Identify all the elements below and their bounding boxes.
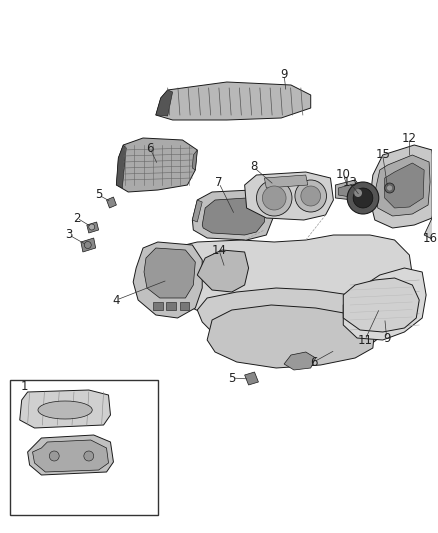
Polygon shape [180,302,189,310]
Polygon shape [28,435,113,475]
Polygon shape [202,198,265,235]
Circle shape [49,451,59,461]
Polygon shape [245,172,333,220]
Text: 6: 6 [146,141,154,155]
Text: 5: 5 [228,372,236,384]
Circle shape [301,186,321,206]
Bar [10,380,158,515]
Polygon shape [197,288,385,352]
Circle shape [354,189,362,197]
Polygon shape [156,90,173,116]
Polygon shape [385,163,424,208]
Polygon shape [265,175,308,188]
Polygon shape [87,222,99,233]
Polygon shape [338,184,358,197]
Text: 8: 8 [250,160,257,174]
Text: 4: 4 [113,294,120,306]
Polygon shape [432,150,438,218]
Text: 14: 14 [212,244,226,256]
Polygon shape [144,248,195,298]
Text: 10: 10 [336,168,351,182]
Polygon shape [81,238,95,252]
Polygon shape [192,200,202,222]
Text: 9: 9 [280,69,288,82]
Polygon shape [166,302,176,310]
Circle shape [89,224,95,230]
Text: 5: 5 [95,189,102,201]
Polygon shape [20,390,110,428]
Text: 6: 6 [310,356,318,368]
Text: 7: 7 [215,176,223,190]
Polygon shape [343,278,419,332]
Polygon shape [197,250,249,292]
Polygon shape [153,302,163,310]
Polygon shape [343,268,426,340]
Text: 3: 3 [65,229,73,241]
Polygon shape [192,190,274,240]
Polygon shape [370,145,436,228]
Polygon shape [117,145,126,188]
Polygon shape [424,215,438,240]
Polygon shape [245,372,258,385]
Circle shape [257,180,292,216]
Polygon shape [207,305,375,368]
Polygon shape [117,138,197,192]
Polygon shape [32,440,109,472]
Circle shape [262,186,286,210]
Ellipse shape [38,401,92,419]
Text: 2: 2 [73,212,81,224]
Text: 9: 9 [383,332,390,344]
Polygon shape [160,235,412,330]
Text: 1: 1 [21,381,28,393]
Circle shape [85,241,91,248]
Polygon shape [133,242,202,318]
Circle shape [385,183,395,193]
Text: 12: 12 [402,132,417,144]
Polygon shape [156,82,311,120]
Polygon shape [106,197,117,208]
Polygon shape [336,180,363,200]
Polygon shape [192,150,197,170]
Circle shape [84,451,94,461]
Text: 13: 13 [343,176,357,190]
Circle shape [347,182,379,214]
Text: 11: 11 [357,334,372,346]
Polygon shape [284,352,316,370]
Text: 16: 16 [423,231,438,245]
Circle shape [353,188,373,208]
Circle shape [295,180,326,212]
Polygon shape [376,155,430,216]
Text: 15: 15 [375,149,390,161]
Circle shape [387,185,392,191]
